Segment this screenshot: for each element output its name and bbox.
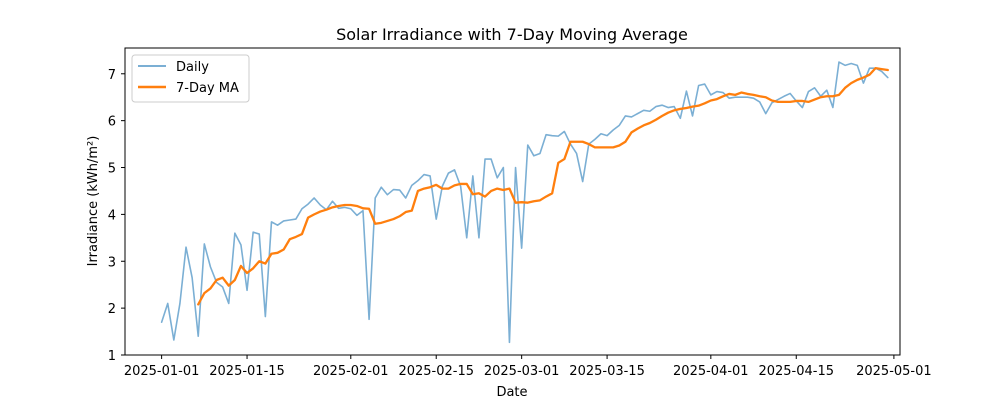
- series-line-7-day-ma: [197, 67, 889, 306]
- legend: Daily 7-Day MA: [131, 54, 250, 103]
- y-axis-ticks: 1 2 3 4 5 6 7: [108, 68, 125, 364]
- chart-title: Solar Irradiance with 7-Day Moving Avera…: [336, 25, 688, 44]
- x-tick-label: 2025-01-15: [209, 364, 285, 379]
- y-tick-label: 4: [108, 208, 116, 223]
- x-tick-label: 2025-03-15: [569, 364, 645, 379]
- series-layer: [160, 61, 889, 344]
- plot-frame: [124, 47, 901, 356]
- x-tick-label: 2025-03-01: [484, 364, 560, 379]
- series-line-daily: [160, 61, 889, 344]
- x-tick-label: 2025-02-01: [313, 364, 389, 379]
- y-tick-label: 5: [108, 162, 116, 177]
- x-tick-label: 2025-01-01: [124, 364, 200, 379]
- y-tick-label: 7: [108, 68, 116, 83]
- y-tick-label: 3: [108, 255, 116, 270]
- x-axis-ticks: 2025-01-01 2025-01-15 2025-02-01 2025-02-15…: [124, 355, 932, 379]
- x-tick-label: 2025-04-01: [673, 364, 749, 379]
- y-axis-title: Irradiance (kWh/m²): [86, 136, 101, 267]
- legend-label-daily: Daily: [176, 60, 209, 75]
- y-tick-label: 2: [108, 302, 116, 317]
- x-tick-label: 2025-02-15: [398, 364, 474, 379]
- y-tick-label: 6: [108, 115, 116, 130]
- y-tick-label: 1: [108, 349, 116, 364]
- x-axis-title: Date: [496, 385, 527, 400]
- x-tick-label: 2025-05-01: [856, 364, 932, 379]
- x-tick-label: 2025-04-15: [758, 364, 834, 379]
- legend-label-moving-average: 7-Day MA: [176, 81, 239, 96]
